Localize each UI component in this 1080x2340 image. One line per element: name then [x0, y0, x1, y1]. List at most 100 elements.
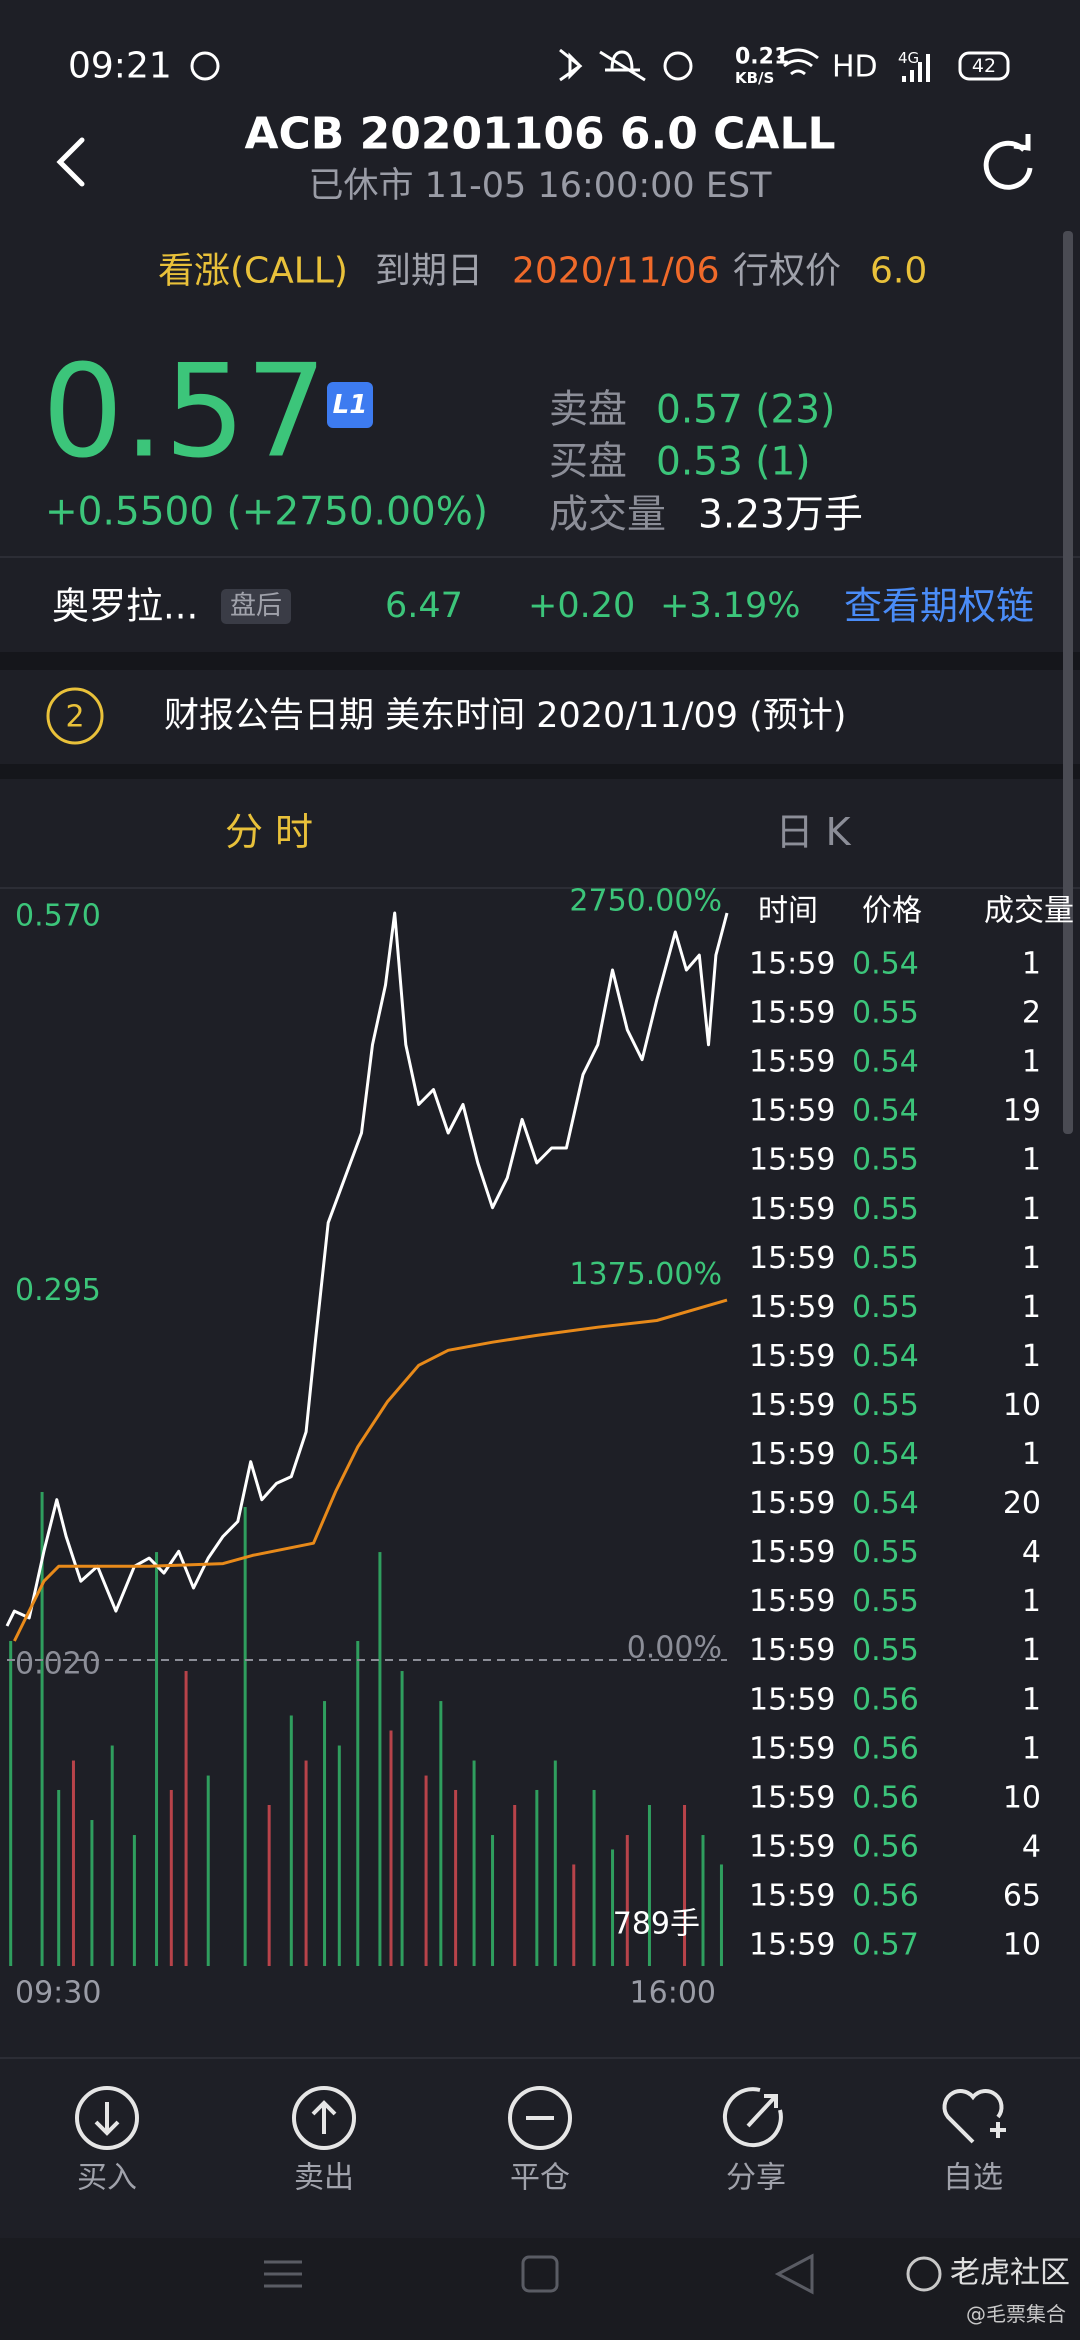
trade-price: 0.57	[852, 1928, 919, 1963]
trade-qty: 1	[1022, 1633, 1041, 1668]
volume-bar	[424, 1775, 428, 1966]
trade-header: 价格	[862, 894, 922, 929]
volume-label: 成交量	[549, 493, 666, 538]
price-line	[5, 911, 729, 1627]
toolbar: 买入 卖出 平仓 分享 自选	[75, 2086, 1006, 2196]
trade-time: 15:59	[749, 1241, 835, 1276]
volume-bar	[243, 1507, 247, 1966]
ask-label: 卖盘	[549, 388, 627, 433]
x-tick-label: 16:00	[630, 1976, 716, 2011]
share-icon	[722, 2087, 783, 2148]
trade-time: 15:59	[749, 1829, 835, 1864]
buy-icon	[75, 2086, 139, 2150]
nav-menu[interactable]	[264, 2260, 302, 2288]
underlying-change: +0.20	[528, 586, 635, 626]
trade-price: 0.55	[852, 1633, 919, 1668]
trade-qty: 10	[1003, 1928, 1041, 1963]
toolbar-button[interactable]: 平仓	[510, 2161, 570, 2196]
trade-qty: 1	[1022, 1731, 1041, 1766]
trade-time: 15:59	[749, 996, 835, 1031]
trade-time: 15:59	[749, 1584, 835, 1619]
watermark-logo	[906, 2256, 942, 2292]
volume-bar	[683, 1804, 687, 1966]
trade-time: 15:59	[749, 1633, 835, 1668]
trade-qty: 1	[1022, 1241, 1041, 1276]
sell-icon	[292, 2086, 356, 2150]
toolbar-button[interactable]: 自选	[943, 2161, 1003, 2196]
volume-bar	[110, 1745, 114, 1966]
volume-bar	[647, 1804, 651, 1966]
trade-price: 0.55	[852, 1290, 919, 1325]
wifi-icon	[777, 48, 819, 76]
page-title: ACB 20201106 6.0 CALL	[244, 109, 835, 160]
volume-bar	[535, 1789, 539, 1966]
underlying-row[interactable]: 奥罗拉... 盘后 6.47 +0.20 +3.19%	[52, 585, 801, 628]
toolbar-button[interactable]: 分享	[726, 2161, 786, 2196]
earnings-badge	[46, 687, 104, 745]
nav-bar	[0, 2238, 1080, 2340]
strike-price: 6.0	[870, 251, 927, 292]
trade-time: 15:59	[749, 947, 835, 982]
trade-header: 时间	[758, 894, 818, 929]
section-gap	[0, 652, 1080, 670]
y2-tick-label: 0.00%	[627, 1631, 722, 1666]
trade-price: 0.56	[852, 1829, 919, 1864]
ask-value: 0.57 (23)	[656, 388, 835, 433]
trade-qty: 1	[1022, 1045, 1041, 1080]
trade-qty: 65	[1003, 1878, 1041, 1913]
trade-qty: 1	[1022, 1437, 1041, 1472]
trade-list: 时间 价格 成交量 15:59 0.54 1 15:59 0.55 2 15:59 0.54 1 15:…	[749, 894, 1074, 1963]
strike-label: 行权价	[733, 251, 841, 292]
underlying-price: 6.47	[385, 586, 463, 626]
volume-bar	[611, 1849, 615, 1966]
section-gap	[0, 764, 1080, 779]
volume-label: 789手	[613, 1907, 700, 1942]
tab-intraday[interactable]: 分 时	[225, 810, 313, 854]
watchlist-plus	[990, 2122, 1006, 2138]
volume-bar	[90, 1820, 94, 1966]
trade-price: 0.55	[852, 1388, 919, 1423]
volume-bar	[572, 1864, 576, 1966]
volume-bar	[71, 1760, 75, 1966]
bid-label: 买盘	[549, 440, 627, 485]
back-button[interactable]	[56, 137, 85, 187]
close-icon	[508, 2086, 572, 2150]
trade-time: 15:59	[749, 1928, 835, 1963]
volume-bar	[592, 1789, 596, 1966]
volume-bar	[184, 1671, 188, 1966]
trade-qty: 1	[1022, 1143, 1041, 1178]
y2-tick-label: 1375.00%	[569, 1257, 722, 1292]
volume-bar	[337, 1745, 341, 1966]
watermark-author: @毛票集合	[966, 2302, 1066, 2326]
tab-daily[interactable]: 日 K	[776, 810, 852, 854]
option-chain-link[interactable]: 查看期权链	[844, 584, 1034, 628]
volume-bar	[719, 1864, 723, 1966]
volume-bar	[356, 1640, 360, 1966]
volume-bar	[304, 1760, 308, 1966]
mute-icon	[599, 50, 646, 82]
toolbar-button[interactable]: 买入	[77, 2161, 137, 2196]
toolbar-button[interactable]: 卖出	[294, 2161, 354, 2196]
refresh-button[interactable]	[983, 134, 1033, 190]
trade-time: 15:59	[749, 1682, 835, 1717]
status-speed-unit: KB/S	[735, 69, 774, 87]
y-tick-label: 0.295	[15, 1273, 101, 1308]
last-price: 0.57	[42, 338, 327, 487]
trade-price: 0.54	[852, 1045, 919, 1080]
trade-price: 0.54	[852, 1339, 919, 1374]
sell-arrow	[311, 2100, 337, 2134]
trade-price: 0.55	[852, 1143, 919, 1178]
volume-bar	[439, 1701, 443, 1966]
nav-back[interactable]	[774, 2253, 814, 2295]
session-badge	[221, 589, 291, 624]
nav-home[interactable]	[521, 2255, 559, 2293]
trade-time: 15:59	[749, 1486, 835, 1521]
trade-time: 15:59	[749, 1290, 835, 1325]
trade-time: 15:59	[749, 1339, 835, 1374]
underlying-name: 奥罗拉...	[52, 585, 198, 628]
trade-qty: 1	[1022, 1192, 1041, 1227]
trade-price: 0.54	[852, 1437, 919, 1472]
trade-time: 15:59	[749, 1878, 835, 1913]
volume-bar	[267, 1804, 271, 1966]
